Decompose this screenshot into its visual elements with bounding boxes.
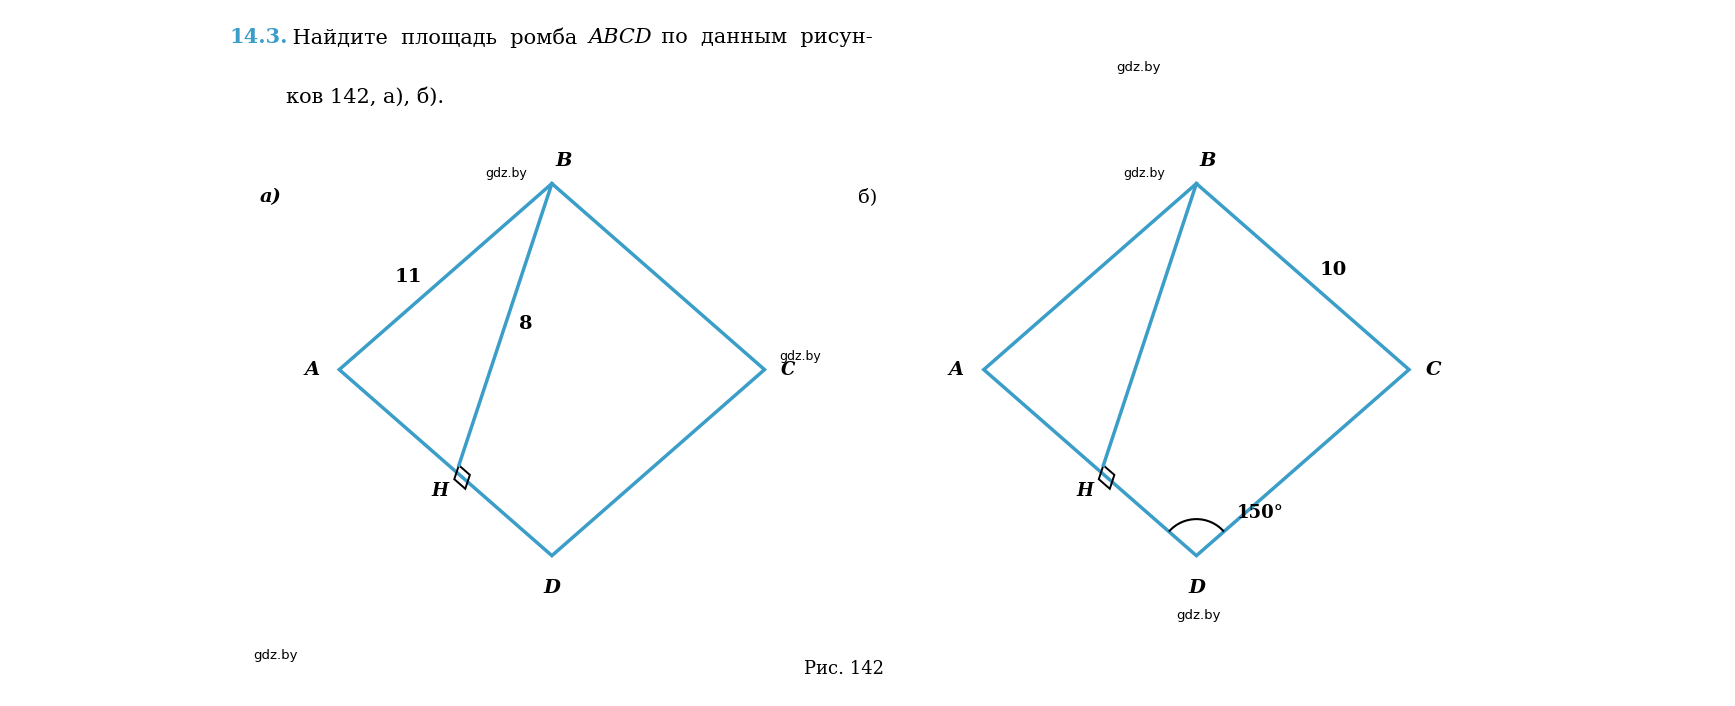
- Text: gdz.by: gdz.by: [1123, 167, 1166, 180]
- Text: B: B: [555, 152, 573, 170]
- Text: 14.3.: 14.3.: [229, 28, 288, 47]
- Text: C: C: [781, 361, 795, 378]
- Text: ABCD: ABCD: [588, 28, 652, 47]
- Text: gdz.by: gdz.by: [1176, 609, 1221, 622]
- Text: B: B: [1199, 152, 1216, 170]
- Text: по  данным  рисун-: по данным рисун-: [649, 28, 873, 47]
- Text: 10: 10: [1319, 261, 1346, 279]
- Text: C: C: [1426, 361, 1442, 378]
- Text: H: H: [432, 482, 449, 500]
- Text: gdz.by: gdz.by: [253, 649, 297, 662]
- Text: H: H: [1076, 482, 1093, 500]
- Text: 8: 8: [519, 316, 533, 333]
- Text: Рис. 142: Рис. 142: [805, 659, 885, 678]
- Text: A: A: [949, 361, 965, 378]
- Text: D: D: [1188, 579, 1204, 597]
- Text: 11: 11: [396, 268, 422, 286]
- Text: ков 142, а), б).: ков 142, а), б).: [286, 88, 444, 107]
- Text: gdz.by: gdz.by: [486, 167, 527, 180]
- Text: б): б): [857, 188, 876, 206]
- Text: Найдите  площадь  ромба: Найдите площадь ромба: [286, 27, 590, 47]
- Text: D: D: [543, 579, 560, 597]
- Text: gdz.by: gdz.by: [779, 350, 821, 363]
- Text: A: A: [304, 361, 319, 378]
- Text: а): а): [260, 188, 281, 206]
- Text: 150°: 150°: [1237, 504, 1284, 522]
- Text: gdz.by: gdz.by: [1117, 61, 1161, 74]
